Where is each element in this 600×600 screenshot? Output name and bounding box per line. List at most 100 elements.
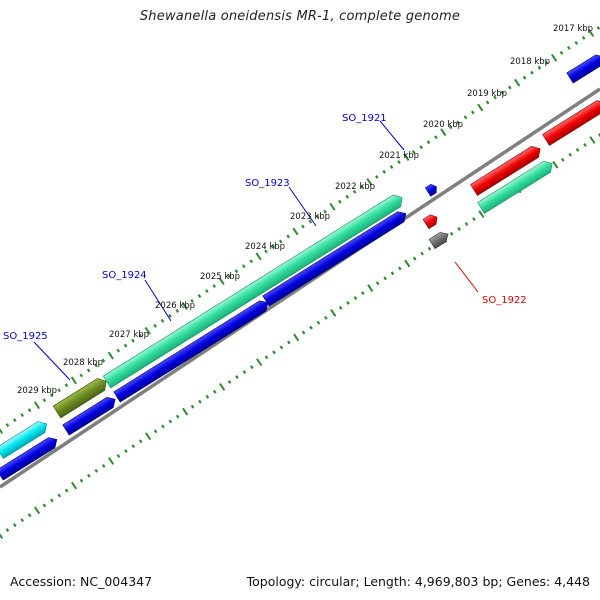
lower-scale-tick: [353, 296, 358, 300]
kbp-label: 2018 kbp: [510, 57, 550, 67]
gray-gene[interactable]: [428, 229, 451, 250]
upper-scale-tick: [374, 174, 379, 179]
teal-gene-long-body: [102, 194, 403, 389]
upper-scale-tick: [286, 234, 290, 239]
blue-gene-bottom[interactable]: [566, 52, 600, 84]
red-gene-small[interactable]: [422, 212, 440, 230]
gene-label[interactable]: SO_1924: [102, 270, 147, 281]
lower-scale-tick: [87, 473, 91, 478]
kbp-label: 2020 kbp: [423, 120, 463, 130]
blue-gene-mid-2-body: [62, 397, 116, 436]
gene-label[interactable]: SO_1923: [245, 178, 290, 189]
lower-scale-tick: [42, 503, 47, 508]
lower-scale-tick: [50, 498, 54, 503]
lower-scale-tick: [264, 355, 269, 360]
upper-scale-tick: [153, 323, 157, 328]
cyan-gene-body: [0, 421, 47, 459]
upper-scale-tick: [0, 428, 4, 434]
gene-label[interactable]: SO_1921: [342, 113, 387, 124]
teal-gene-long[interactable]: [102, 192, 406, 389]
upper-scale-tick: [20, 413, 24, 418]
upper-scale-tick: [567, 45, 571, 50]
accession-label: Accession: NC_004347: [10, 574, 153, 589]
lower-scale-tick: [412, 256, 417, 261]
upper-scale-tick: [537, 65, 542, 70]
blue-gene-top-body: [262, 211, 407, 307]
upper-scale-tick: [463, 115, 468, 120]
lower-scale-tick: [361, 291, 365, 296]
lower-scale-tick: [575, 147, 580, 152]
kbp-label: 2022 kbp: [335, 182, 375, 192]
upper-scale-tick: [94, 363, 98, 368]
blue-gene-mid-1[interactable]: [113, 298, 271, 403]
lower-scale-tick: [568, 152, 573, 157]
red-gene-top-1[interactable]: [542, 97, 600, 146]
upper-scale-tick: [123, 343, 128, 348]
backbone-line: [0, 87, 600, 489]
lower-scale-tick: [5, 528, 10, 533]
red-gene-top-2[interactable]: [470, 143, 544, 196]
upper-scale-tick: [426, 140, 431, 145]
lower-scale-tick: [390, 271, 395, 276]
lower-scale-tick: [449, 231, 454, 236]
lower-scale-tick: [20, 518, 25, 523]
teal-gene-right[interactable]: [477, 158, 556, 214]
gene-label[interactable]: SO_1922: [482, 295, 527, 306]
upper-scale-tick: [116, 348, 121, 353]
lower-scale-tick: [324, 315, 328, 320]
lower-scale-tick: [175, 414, 180, 419]
lower-scale-tick: [272, 350, 276, 355]
lower-scale-tick: [375, 281, 380, 286]
lower-scale-tick: [309, 325, 313, 330]
lower-scale-tick: [212, 389, 217, 394]
lower-scale-tick: [79, 478, 84, 483]
upper-scale-tick: [559, 50, 564, 55]
upper-scale-tick: [12, 418, 17, 423]
lower-scale-tick: [330, 308, 337, 317]
upper-scale-tick: [242, 264, 246, 269]
blue-gene-small[interactable]: [424, 182, 439, 197]
callout-line: [33, 341, 71, 381]
red-gene-top-1-body: [542, 100, 600, 146]
upper-scale-tick: [477, 103, 484, 112]
lower-scale-tick: [94, 468, 99, 473]
olive-gene[interactable]: [52, 375, 110, 419]
lower-scale-tick: [242, 370, 247, 375]
upper-scale-tick: [57, 388, 61, 393]
upper-scale-tick: [278, 239, 283, 244]
lower-scale-tick: [124, 449, 128, 454]
upper-scale-tick: [574, 40, 579, 45]
callout-line: [288, 186, 317, 227]
lower-scale-tick: [190, 404, 195, 409]
lower-scale-tick: [0, 533, 4, 539]
cyan-gene[interactable]: [0, 418, 50, 459]
lower-scale-tick: [457, 226, 461, 231]
upper-scale-tick: [403, 153, 410, 161]
upper-scale-tick: [456, 120, 460, 125]
blue-gene-lower[interactable]: [0, 434, 60, 481]
upper-scale-tick: [397, 160, 401, 164]
upper-scale-tick: [138, 333, 143, 338]
kbp-label: 2026 kbp: [155, 301, 195, 311]
kbp-label: 2017 kbp: [553, 24, 593, 34]
lower-scale-tick: [138, 439, 143, 444]
blue-gene-top[interactable]: [262, 208, 409, 307]
upper-scale-tick: [581, 36, 586, 40]
upper-scale-tick: [168, 313, 172, 318]
lower-scale-tick: [338, 305, 343, 310]
upper-scale-tick: [389, 165, 394, 169]
upper-scale-tick: [79, 373, 84, 378]
lower-scale-tick: [219, 383, 226, 391]
upper-scale-tick: [234, 269, 239, 274]
olive-gene-body: [52, 378, 107, 419]
upper-scale-tick: [212, 284, 217, 289]
red-gene-top-2-body: [470, 146, 541, 196]
lower-scale-tick: [101, 463, 106, 468]
lower-scale-tick: [398, 266, 402, 271]
blue-gene-mid-2[interactable]: [62, 394, 119, 436]
upper-scale-tick: [493, 95, 497, 100]
lower-scale-tick: [116, 454, 121, 458]
gene-label[interactable]: SO_1925: [3, 331, 48, 342]
lower-scale-tick: [478, 210, 485, 218]
